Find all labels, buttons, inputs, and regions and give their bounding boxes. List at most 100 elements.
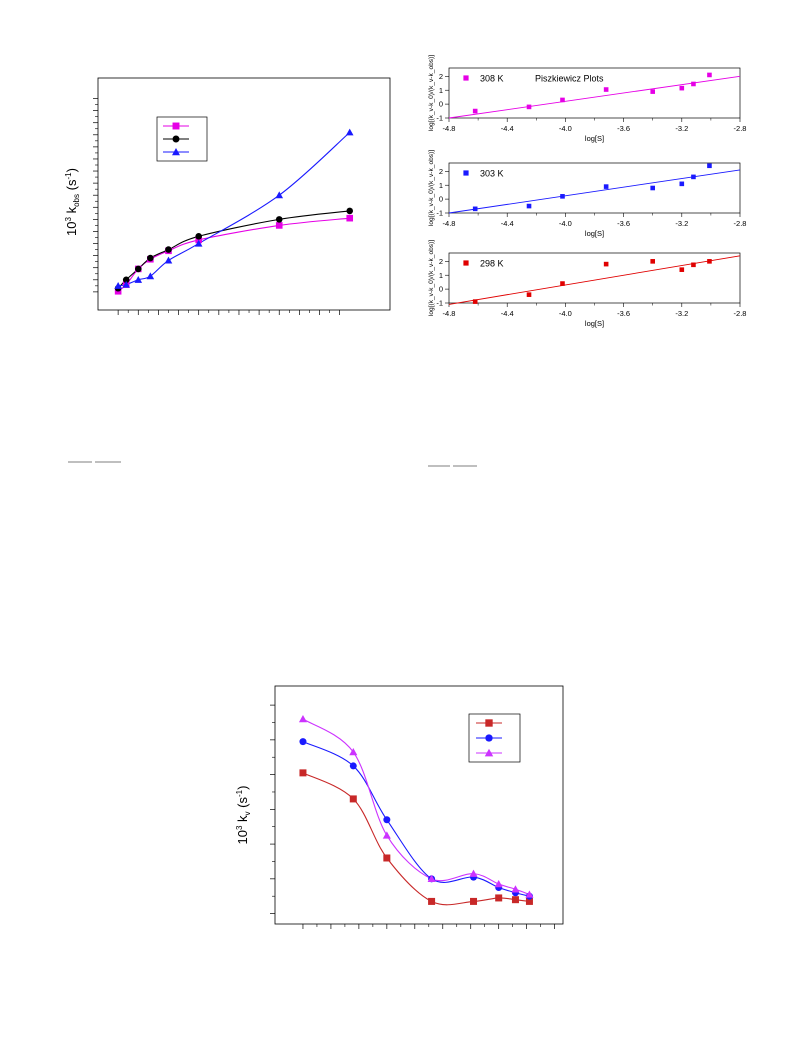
series-1-point — [195, 232, 202, 240]
legend-label: 298 K — [480, 259, 504, 269]
kobs-axis-ticks — [93, 98, 341, 315]
series-2-point — [275, 191, 284, 199]
series-2-point — [194, 239, 203, 247]
series-2-point — [525, 890, 534, 898]
data-point — [691, 81, 696, 87]
data-point — [650, 89, 655, 94]
kobs-legend — [156, 116, 208, 162]
y-tick-label: 2 — [439, 257, 443, 266]
legend-marker — [463, 75, 469, 81]
kv-legend — [468, 713, 521, 763]
legend-label: 308 K — [480, 74, 504, 84]
legend-marker — [463, 170, 469, 176]
kobs-plot-frame — [97, 77, 391, 311]
legend-marker-0 — [172, 122, 180, 130]
series-0-point — [470, 897, 478, 905]
series-2-point — [114, 282, 122, 289]
y-tick-label: -1 — [436, 209, 443, 218]
data-point — [560, 281, 565, 286]
series-1-point — [275, 216, 283, 223]
kobs-data-points — [114, 128, 354, 295]
data-point — [472, 299, 478, 304]
y-tick-label: 2 — [439, 72, 443, 81]
series-0-curve — [117, 217, 350, 292]
x-tick-label: -2.8 — [734, 309, 747, 318]
series-0-point — [511, 896, 519, 904]
data-point — [526, 292, 532, 297]
series-2-point — [382, 831, 391, 839]
x-tick-label: -2.8 — [734, 219, 747, 228]
series-2-point — [469, 869, 478, 877]
y-tick-label: -1 — [436, 114, 443, 123]
x-axis-label: log[S] — [585, 229, 604, 238]
series-2-point — [164, 256, 173, 264]
legend-marker-2 — [172, 148, 180, 156]
series-2-point — [146, 272, 155, 280]
series-1-point — [165, 246, 172, 253]
series-0-point — [428, 897, 436, 905]
data-point — [560, 97, 565, 103]
data-point — [560, 194, 565, 199]
series-0-point — [349, 795, 357, 803]
data-point — [472, 108, 478, 114]
legend-marker-1 — [172, 135, 180, 143]
y-axis-label: log[(k_v-k_0)/(k_v-k_obs)] — [428, 55, 435, 131]
y-axis-label: log[(k_v-k_0)/(k_v-k_obs)] — [428, 150, 435, 226]
series-1-point — [134, 265, 142, 273]
legend-marker — [463, 260, 469, 266]
series-2-point — [298, 714, 307, 723]
series-1-point — [122, 276, 130, 284]
series-0-curve — [302, 772, 530, 906]
series-1-curve — [302, 741, 530, 897]
x-tick-label: -4.8 — [443, 219, 456, 228]
legend-label: 303 K — [480, 169, 504, 179]
x-tick-label: -3.6 — [617, 219, 630, 228]
y-tick-label: 0 — [439, 100, 443, 109]
panel-title: Piszkiewicz Plots — [535, 74, 604, 84]
x-tick-label: -4.0 — [559, 309, 572, 318]
x-tick-label: -4.8 — [443, 124, 456, 133]
data-point — [679, 85, 685, 91]
data-point — [650, 259, 655, 264]
series-2-curve — [118, 131, 351, 287]
data-point — [679, 181, 685, 187]
x-tick-label: -3.2 — [675, 309, 688, 318]
series-0-point — [299, 769, 307, 777]
series-2-point — [345, 128, 354, 136]
x-tick-label: -4.0 — [559, 124, 572, 133]
data-point — [707, 163, 712, 169]
series-1-point — [147, 254, 154, 262]
piszkiewicz-303k-panel: -4.8 -4.4 -4.0 -3.6 -3.2 -2.8 -1 0 1 2 log[S] log[(… — [428, 150, 746, 238]
series-2-point — [134, 275, 143, 283]
series-0-point — [275, 222, 283, 229]
x-axis-label: log[S] — [585, 319, 604, 328]
series-1-point — [383, 816, 391, 824]
series-0-point — [346, 214, 354, 222]
series-1-point — [349, 762, 357, 770]
x-tick-label: -4.0 — [559, 219, 572, 228]
series-1-point — [299, 738, 307, 746]
data-point — [526, 104, 532, 110]
piszkiewicz-308k-panel: -4.8 -4.4 -4.0 -3.6 -3.2 -2.8 -1 0 1 2 log[S] log[(… — [428, 55, 746, 143]
series-0-point — [383, 854, 391, 862]
y-tick-label: -1 — [436, 299, 443, 308]
x-tick-label: -3.6 — [617, 124, 630, 133]
y-tick-label: 1 — [439, 271, 443, 280]
data-point — [691, 262, 696, 268]
data-point — [650, 185, 655, 191]
series-2-point — [122, 280, 130, 288]
legend-marker-2 — [484, 748, 494, 757]
x-tick-label: -4.8 — [443, 309, 456, 318]
y-tick-label: 2 — [439, 167, 443, 176]
data-point — [691, 174, 696, 180]
x-tick-label: -4.4 — [501, 219, 514, 228]
kv-chart: 103 kv (s-1) — [235, 685, 564, 929]
kv-y-axis-label: 103 kv (s-1) — [235, 786, 252, 845]
legend-marker-1 — [485, 734, 493, 742]
kv-data-points — [298, 714, 534, 905]
x-tick-label: -2.8 — [734, 124, 747, 133]
series-2-point — [427, 874, 436, 883]
data-point — [603, 261, 609, 267]
y-tick-label: 0 — [439, 195, 443, 204]
